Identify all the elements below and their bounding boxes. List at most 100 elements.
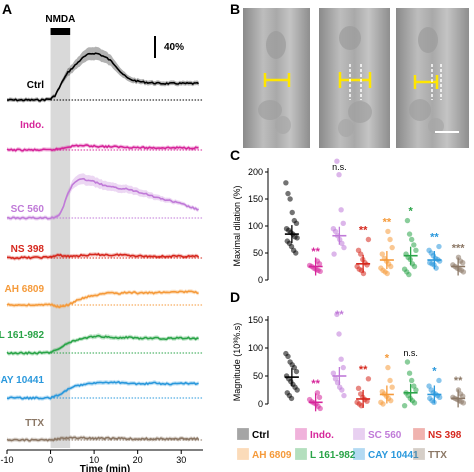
y-tick-label: 100 <box>248 343 263 353</box>
data-point <box>411 242 417 248</box>
data-point <box>413 247 419 253</box>
data-point <box>317 268 323 275</box>
data-point <box>317 405 323 412</box>
data-point <box>285 353 291 360</box>
data-point <box>288 395 295 402</box>
trace-indo: Indo. <box>6 120 203 153</box>
group-l-161-982: n.s. <box>401 348 419 409</box>
legend-item-ns-398: NS 398 <box>413 428 462 441</box>
sem-band-ctrl <box>7 46 199 103</box>
trace-ttx: TTX <box>6 418 203 443</box>
trace-cay-10441: CAY 10441 <box>0 375 203 401</box>
data-point <box>379 251 385 257</box>
data-point <box>360 270 367 277</box>
mean-line-ttx <box>6 436 200 442</box>
legend-swatch <box>237 428 249 440</box>
y-tick-label: 0 <box>258 399 263 409</box>
data-point <box>331 251 337 257</box>
significance-label: ** <box>359 364 368 376</box>
legend-swatch <box>413 428 425 440</box>
group-ah-6809: * <box>378 353 395 407</box>
legend-item-indo: Indo. <box>295 428 334 441</box>
trace-label-sc-560: SC 560 <box>11 204 45 215</box>
group-sc-560: n.s. <box>330 158 347 257</box>
trace-label-l-161-982: L 161-982 <box>0 330 44 341</box>
trace-ns-398: NS 398 <box>6 244 203 261</box>
panel-b-images <box>243 8 469 148</box>
significance-label: n.s. <box>403 348 418 358</box>
group-sc-560: ** <box>330 309 347 399</box>
legend-item-cay-10441: CAY 10441 <box>353 448 419 461</box>
mean-line-cay-10441 <box>6 380 199 400</box>
group-indo: ** <box>306 378 323 412</box>
data-point <box>380 401 386 407</box>
data-point <box>339 240 345 246</box>
panel-label-b: B <box>230 1 240 17</box>
group-indo: ** <box>306 246 323 276</box>
data-point <box>411 263 418 270</box>
data-point <box>436 243 442 250</box>
trace-ah-6809: AH 6809 <box>5 284 203 310</box>
data-point <box>406 271 412 278</box>
sem-band-ah-6809 <box>7 289 199 310</box>
image-2 <box>319 8 390 148</box>
y-tick-label: 100 <box>248 221 263 231</box>
group-ns-398: ** <box>354 364 372 409</box>
data-point <box>387 377 393 384</box>
significance-label: n.s. <box>332 162 347 172</box>
panel-label-a: A <box>2 1 12 17</box>
data-point <box>460 393 466 399</box>
data-point <box>365 236 372 243</box>
trace-label-ctrl: Ctrl <box>27 80 44 91</box>
trace-ctrl: Ctrl <box>6 46 203 103</box>
data-point <box>408 377 415 384</box>
legend-item-ttx: TTX <box>413 448 447 461</box>
y-axis-title: Maximal dilation (%) <box>232 185 242 266</box>
legend-item-ah-6809: AH 6809 <box>237 448 292 461</box>
data-point <box>355 385 362 392</box>
stimulus-window <box>50 28 71 448</box>
trace-sc-560: SC 560 <box>6 173 203 221</box>
sem-band-sc-560 <box>7 173 199 221</box>
data-point <box>283 180 289 186</box>
group-ttx: *** <box>450 242 467 276</box>
trace-label-ns-398: NS 398 <box>11 244 45 255</box>
traces: Ctrl Indo. SC 560 NS 398 AH 6809 L 161-982 CAY… <box>0 46 203 443</box>
data-point <box>330 370 337 376</box>
trace-l-161-982: L 161-982 <box>0 330 203 356</box>
legend-label: Ctrl <box>252 430 269 441</box>
data-point <box>338 207 344 213</box>
data-point <box>388 263 394 270</box>
data-point <box>338 356 344 362</box>
mean-line-indo <box>6 144 199 152</box>
sem-band-ns-398 <box>7 251 199 261</box>
group-ctrl <box>283 350 300 402</box>
x-tick-label: 10 <box>89 455 99 465</box>
significance-label: ** <box>454 375 463 387</box>
data-point <box>385 364 391 371</box>
data-point <box>406 370 413 376</box>
y-tick-label: 0 <box>258 275 263 285</box>
data-point <box>332 228 339 235</box>
data-point <box>334 158 340 164</box>
data-point <box>336 172 342 178</box>
y-tick-label: 200 <box>248 167 263 177</box>
panel-label-d: D <box>230 289 240 305</box>
y-tick-label: 50 <box>253 371 263 381</box>
significance-label: ** <box>335 309 344 321</box>
data-point <box>401 402 408 409</box>
legend-swatch <box>295 428 307 440</box>
data-point <box>460 400 467 406</box>
data-point <box>316 261 323 267</box>
data-point <box>406 231 413 237</box>
data-point <box>411 400 418 406</box>
significance-label: * <box>432 365 437 377</box>
mean-line-ns-398 <box>6 252 200 260</box>
legend-label: AH 6809 <box>252 450 292 461</box>
x-axis: -10 0 10 20 30 Time (min) <box>0 449 203 472</box>
legend-label: SC 560 <box>368 430 402 441</box>
data-point <box>293 220 300 226</box>
legend-item-l-161-982: L 161-982 <box>295 448 356 461</box>
